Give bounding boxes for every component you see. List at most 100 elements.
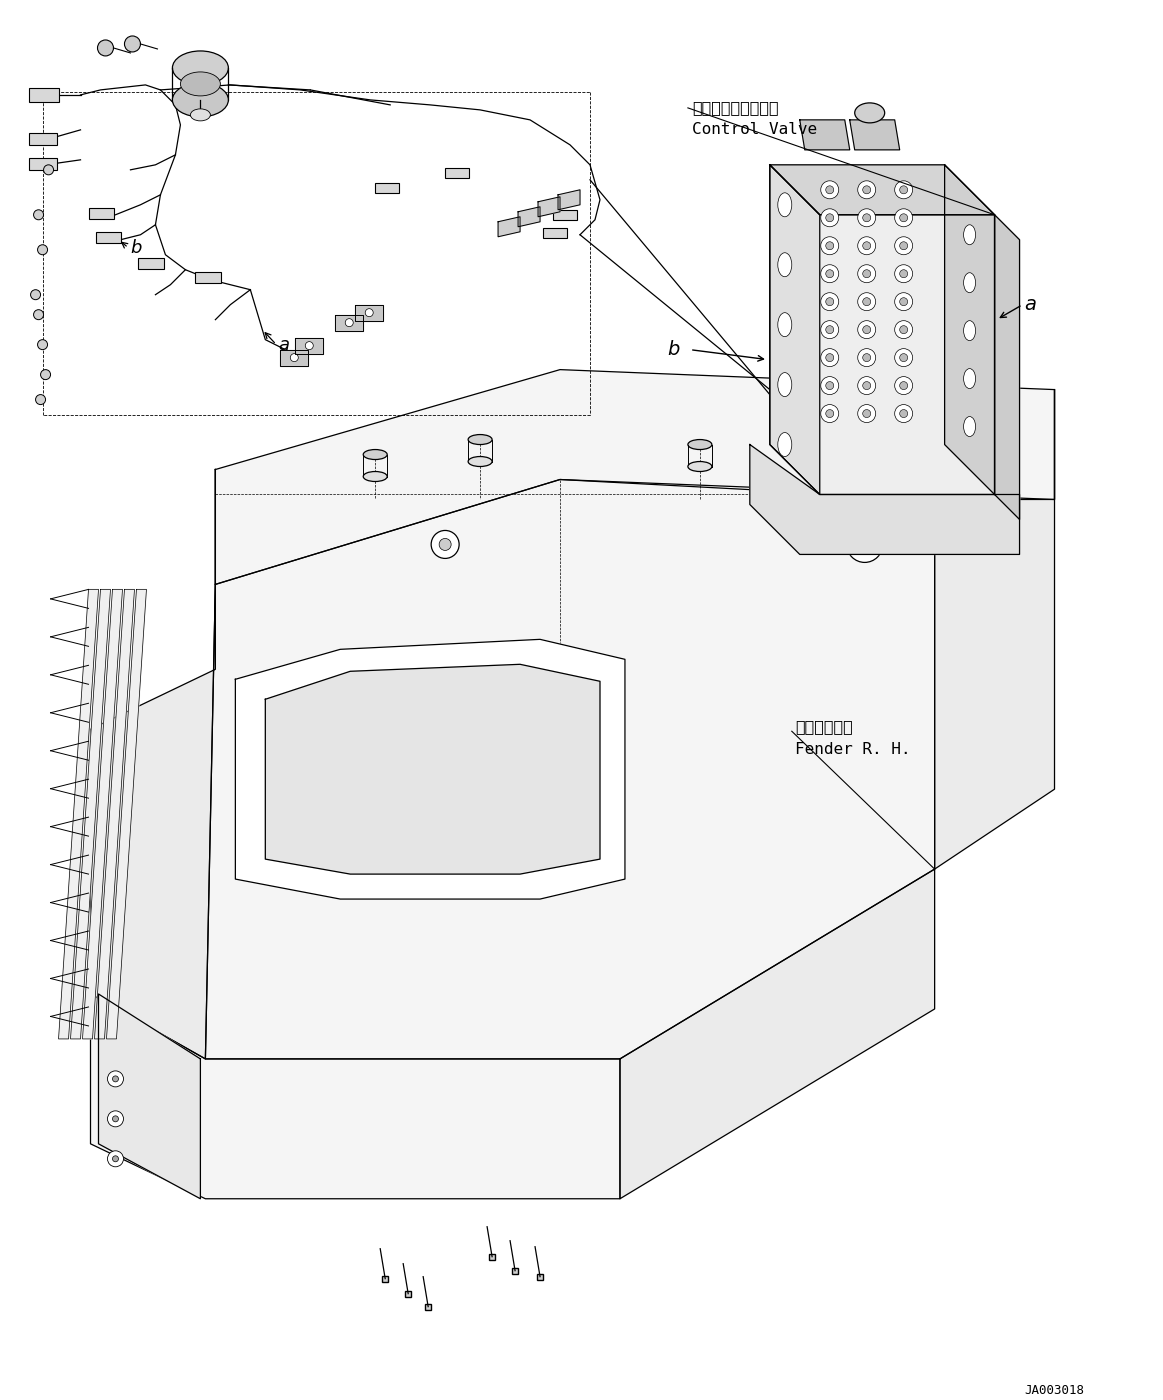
Polygon shape [235,640,625,899]
Bar [445,168,469,178]
Ellipse shape [964,321,976,340]
Ellipse shape [363,472,387,482]
Polygon shape [850,120,900,150]
Ellipse shape [964,273,976,293]
Circle shape [826,326,834,333]
Ellipse shape [778,312,792,336]
Ellipse shape [778,253,792,277]
Ellipse shape [778,193,792,217]
Circle shape [305,342,313,350]
Bar [376,183,399,193]
Circle shape [858,377,876,395]
Circle shape [365,308,373,316]
Circle shape [863,298,871,305]
Circle shape [858,405,876,423]
Circle shape [826,410,834,417]
Polygon shape [58,589,99,1039]
Polygon shape [498,217,520,237]
Circle shape [37,340,48,350]
Ellipse shape [778,433,792,456]
Polygon shape [518,207,540,227]
Circle shape [440,539,451,550]
Circle shape [894,237,913,255]
Ellipse shape [363,449,387,459]
Polygon shape [206,480,935,1058]
Circle shape [900,270,907,277]
Circle shape [345,319,354,326]
Text: フェンダ　右: フェンダ 右 [794,720,852,734]
Circle shape [858,181,876,199]
Polygon shape [770,165,820,494]
Circle shape [900,214,907,221]
Circle shape [826,298,834,305]
Circle shape [34,210,43,220]
Ellipse shape [964,368,976,389]
Circle shape [821,321,839,339]
Ellipse shape [964,417,976,437]
Polygon shape [215,370,1055,584]
Circle shape [900,326,907,333]
Circle shape [821,181,839,199]
Ellipse shape [798,462,822,472]
Bar [88,207,114,218]
Text: JA003018: JA003018 [1025,1383,1084,1397]
Polygon shape [91,994,620,1198]
Circle shape [863,382,871,389]
Ellipse shape [469,456,492,466]
Circle shape [36,395,45,405]
Circle shape [900,298,907,305]
Circle shape [894,293,913,311]
Ellipse shape [172,50,228,85]
Polygon shape [91,469,215,1058]
Polygon shape [944,165,994,494]
Ellipse shape [687,440,712,449]
Circle shape [826,354,834,361]
Ellipse shape [798,440,822,449]
Circle shape [900,382,907,389]
Circle shape [826,214,834,221]
Circle shape [894,181,913,199]
Bar [543,228,568,238]
Circle shape [30,290,41,300]
Polygon shape [265,665,600,874]
Circle shape [826,242,834,249]
Bar [29,158,57,169]
Polygon shape [750,445,1020,554]
Circle shape [858,349,876,367]
Circle shape [858,321,876,339]
Polygon shape [335,315,363,330]
Circle shape [41,370,50,379]
Circle shape [431,531,459,559]
Ellipse shape [687,462,712,472]
Circle shape [894,377,913,395]
Polygon shape [935,389,1055,869]
Circle shape [821,293,839,311]
Bar [195,272,221,283]
Circle shape [863,242,871,249]
Circle shape [863,270,871,277]
Polygon shape [107,589,147,1039]
Circle shape [821,405,839,423]
Ellipse shape [778,372,792,396]
Circle shape [821,377,839,395]
Circle shape [894,265,913,283]
Bar [29,133,57,144]
Circle shape [821,209,839,227]
Circle shape [821,349,839,367]
Text: b: b [130,239,142,256]
Circle shape [847,526,883,563]
Polygon shape [994,214,1020,519]
Text: Control Valve: Control Valve [692,122,818,137]
Circle shape [863,214,871,221]
Circle shape [107,1110,123,1127]
Text: コントロールバルブ: コントロールバルブ [692,99,778,115]
Ellipse shape [855,102,885,123]
Polygon shape [558,190,580,210]
Circle shape [894,321,913,339]
Circle shape [900,242,907,249]
Circle shape [863,326,871,333]
Polygon shape [355,305,383,321]
Circle shape [113,1075,119,1082]
Polygon shape [94,589,135,1039]
Ellipse shape [180,71,220,97]
